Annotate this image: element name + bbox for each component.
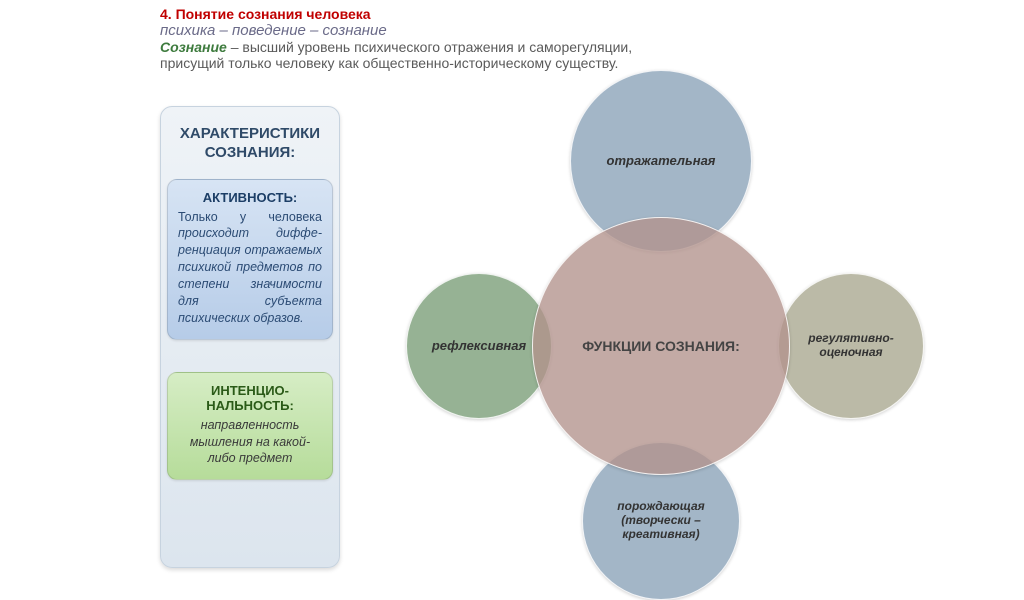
activity-body-lead: Только у человека — [178, 210, 322, 224]
center-label: ФУНКЦИИ СОЗНАНИЯ: — [574, 338, 748, 354]
characteristic-intentionality: ИНТЕНЦИО­НАЛЬНОСТЬ: направленность мышле… — [167, 372, 333, 481]
satellite-label: рефлексивная — [424, 339, 534, 354]
functions-diagram: отражательная регулятивно-оценочная порожд… — [360, 90, 1000, 570]
intentionality-title: ИНТЕНЦИО­НАЛЬНОСТЬ: — [178, 383, 322, 413]
header-block: 4. Понятие сознания человека психика – п… — [160, 6, 860, 71]
characteristics-panel: ХАРАКТЕРИСТИКИ СОЗНАНИЯ: АКТИВНОСТЬ: Тол… — [160, 106, 340, 568]
satellite-label: порождающая(творчески –креативная) — [609, 500, 712, 541]
characteristics-title: ХАРАКТЕРИСТИКИ СОЗНАНИЯ: — [161, 107, 339, 179]
header-subtitle: психика – поведение – сознание — [160, 22, 860, 39]
satellite-circle: рефлексивная — [406, 273, 552, 419]
header-definition-line1: Сознание – высший уровень психического о… — [160, 39, 860, 55]
characteristic-activity: АКТИВНОСТЬ: Только у человека происходит… — [167, 179, 333, 340]
intentionality-body: направленность мышления на какой-либо пр… — [178, 417, 322, 468]
satellite-label: отражательная — [599, 154, 724, 169]
activity-body: Только у человека происходит диффе­ренци… — [178, 209, 322, 327]
header-term: Сознание — [160, 39, 227, 55]
center-circle: ФУНКЦИИ СОЗНАНИЯ: — [532, 217, 790, 475]
header-definition-line2: присущий только человеку как общественно… — [160, 55, 860, 71]
header-def-rest: – высший уровень психического отражения … — [227, 39, 632, 55]
activity-title: АКТИВНОСТЬ: — [178, 190, 322, 205]
satellite-label: регулятивно-оценочная — [800, 332, 901, 360]
activity-body-italic: происходит диффе­ренциация отража­емых п… — [178, 226, 322, 324]
header-title: 4. Понятие сознания человека — [160, 6, 860, 22]
satellite-circle: регулятивно-оценочная — [778, 273, 924, 419]
